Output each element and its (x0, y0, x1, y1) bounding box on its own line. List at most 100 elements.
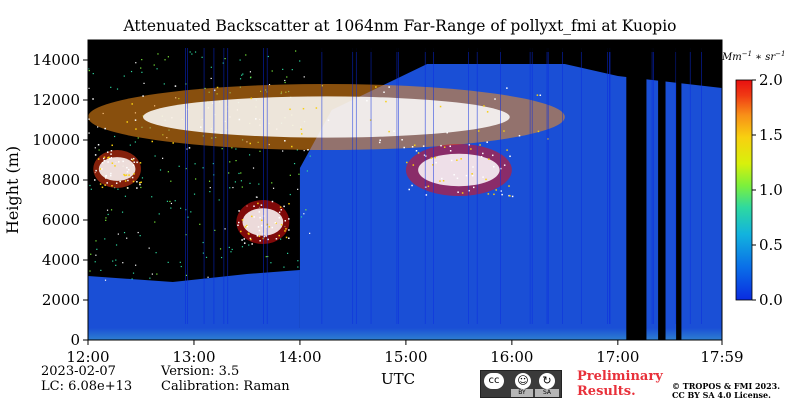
cloud-speckle (435, 161, 437, 164)
noise-speckle (151, 273, 153, 275)
cloud-speckle (485, 178, 487, 181)
cloud-speckle (503, 164, 506, 166)
cloud-speckle (492, 165, 495, 168)
noise-speckle (123, 231, 126, 234)
y-axis-label: Height (m) (3, 146, 22, 234)
y-tick-label: 6000 (42, 211, 80, 229)
y-tick-label: 0 (70, 331, 80, 349)
cloud-speckle (99, 183, 102, 185)
cloud-speckle (131, 176, 134, 179)
cloud-speckle (300, 128, 303, 130)
noise-speckle (209, 191, 211, 193)
noise-speckle (170, 207, 172, 209)
cc-icon: cc (484, 373, 504, 389)
noise-speckle (240, 180, 242, 182)
noise-speckle (209, 187, 211, 189)
noise-speckle (242, 73, 244, 75)
cloud-speckle (216, 86, 219, 89)
noise-speckle (107, 213, 109, 216)
calibration-label: Calibration: Raman (161, 379, 290, 394)
cloud-speckle (411, 146, 414, 148)
noise-speckle (195, 178, 197, 180)
noise-speckle (193, 193, 196, 195)
x-tick-label: 17:00 (596, 348, 639, 366)
cloud-speckle (132, 157, 135, 160)
cloud-speckle (288, 237, 290, 240)
x-tick-label: 14:00 (278, 348, 321, 366)
cloud-speckle (92, 98, 94, 100)
noise-speckle (158, 213, 160, 215)
cloud-speckle (460, 158, 462, 160)
noise-speckle (89, 270, 91, 272)
boundary-layer (88, 328, 722, 340)
noise-speckle (137, 231, 139, 234)
noise-speckle (289, 174, 291, 176)
noise-speckle (117, 188, 119, 190)
noise-speckle (248, 154, 251, 156)
cloud-speckle (415, 150, 418, 152)
cloud-speckle (131, 103, 133, 105)
cloud-speckle (284, 219, 287, 222)
noise-speckle (309, 232, 311, 234)
noise-speckle (303, 213, 305, 215)
lc-label: LC: 6.08e+13 (41, 379, 133, 394)
cloud-speckle (109, 174, 112, 177)
noise-speckle (104, 279, 107, 281)
cloud-speckle (456, 159, 458, 161)
noise-speckle (135, 264, 137, 266)
cloud-speckle (213, 89, 216, 92)
noise-speckle (239, 78, 242, 80)
noise-speckle (229, 161, 231, 163)
cloud-speckle (453, 173, 455, 176)
noise-speckle (255, 196, 258, 198)
noise-speckle (140, 67, 142, 69)
cloud-speckle (241, 219, 244, 221)
noise-speckle (126, 237, 128, 239)
cloud-speckle (132, 164, 135, 167)
cloud-speckle (136, 180, 138, 183)
noise-speckle (194, 51, 197, 53)
cloud-speckle (482, 176, 484, 178)
noise-speckle (170, 202, 173, 205)
noise-speckle (157, 53, 159, 55)
cloud-speckle (275, 238, 278, 240)
cloud-speckle (114, 165, 116, 167)
cloud-speckle (508, 185, 510, 187)
cloud-speckle (442, 180, 445, 182)
cloud-speckle (509, 195, 511, 197)
cloud-speckle (106, 182, 108, 184)
cloud-speckle (302, 107, 305, 110)
noise-speckle (88, 87, 90, 89)
noise-speckle (265, 256, 267, 258)
lower-clear-air-region (88, 270, 300, 340)
noise-speckle (309, 155, 311, 157)
cloud-speckle (250, 97, 253, 100)
cloud-speckle (249, 237, 252, 240)
cloud-speckle (327, 119, 330, 122)
cloud-speckle (241, 239, 243, 241)
cloud-speckle (473, 186, 475, 189)
noise-speckle (238, 172, 240, 175)
noise-speckle (228, 172, 230, 174)
no-data-column (676, 40, 682, 340)
noise-speckle (97, 126, 99, 128)
cloud-speckle (259, 240, 261, 242)
cloud-speckle (238, 118, 241, 121)
noise-speckle (154, 155, 156, 157)
noise-speckle (115, 244, 118, 246)
noise-speckle (282, 68, 284, 70)
person-icon: ☺ (515, 373, 531, 389)
noise-speckle (141, 177, 144, 179)
noise-speckle (179, 261, 181, 263)
cloud-speckle (246, 225, 249, 228)
cloud-speckle (258, 211, 261, 213)
noise-speckle (159, 169, 162, 171)
cloud-speckle (142, 95, 144, 97)
cloud-speckle (443, 146, 446, 148)
noise-speckle (112, 260, 114, 262)
cloud-speckle (495, 189, 497, 191)
noise-speckle (208, 180, 211, 182)
cloud-speckle (500, 190, 502, 192)
noise-speckle (94, 261, 96, 263)
cloud-speckle (434, 156, 436, 159)
